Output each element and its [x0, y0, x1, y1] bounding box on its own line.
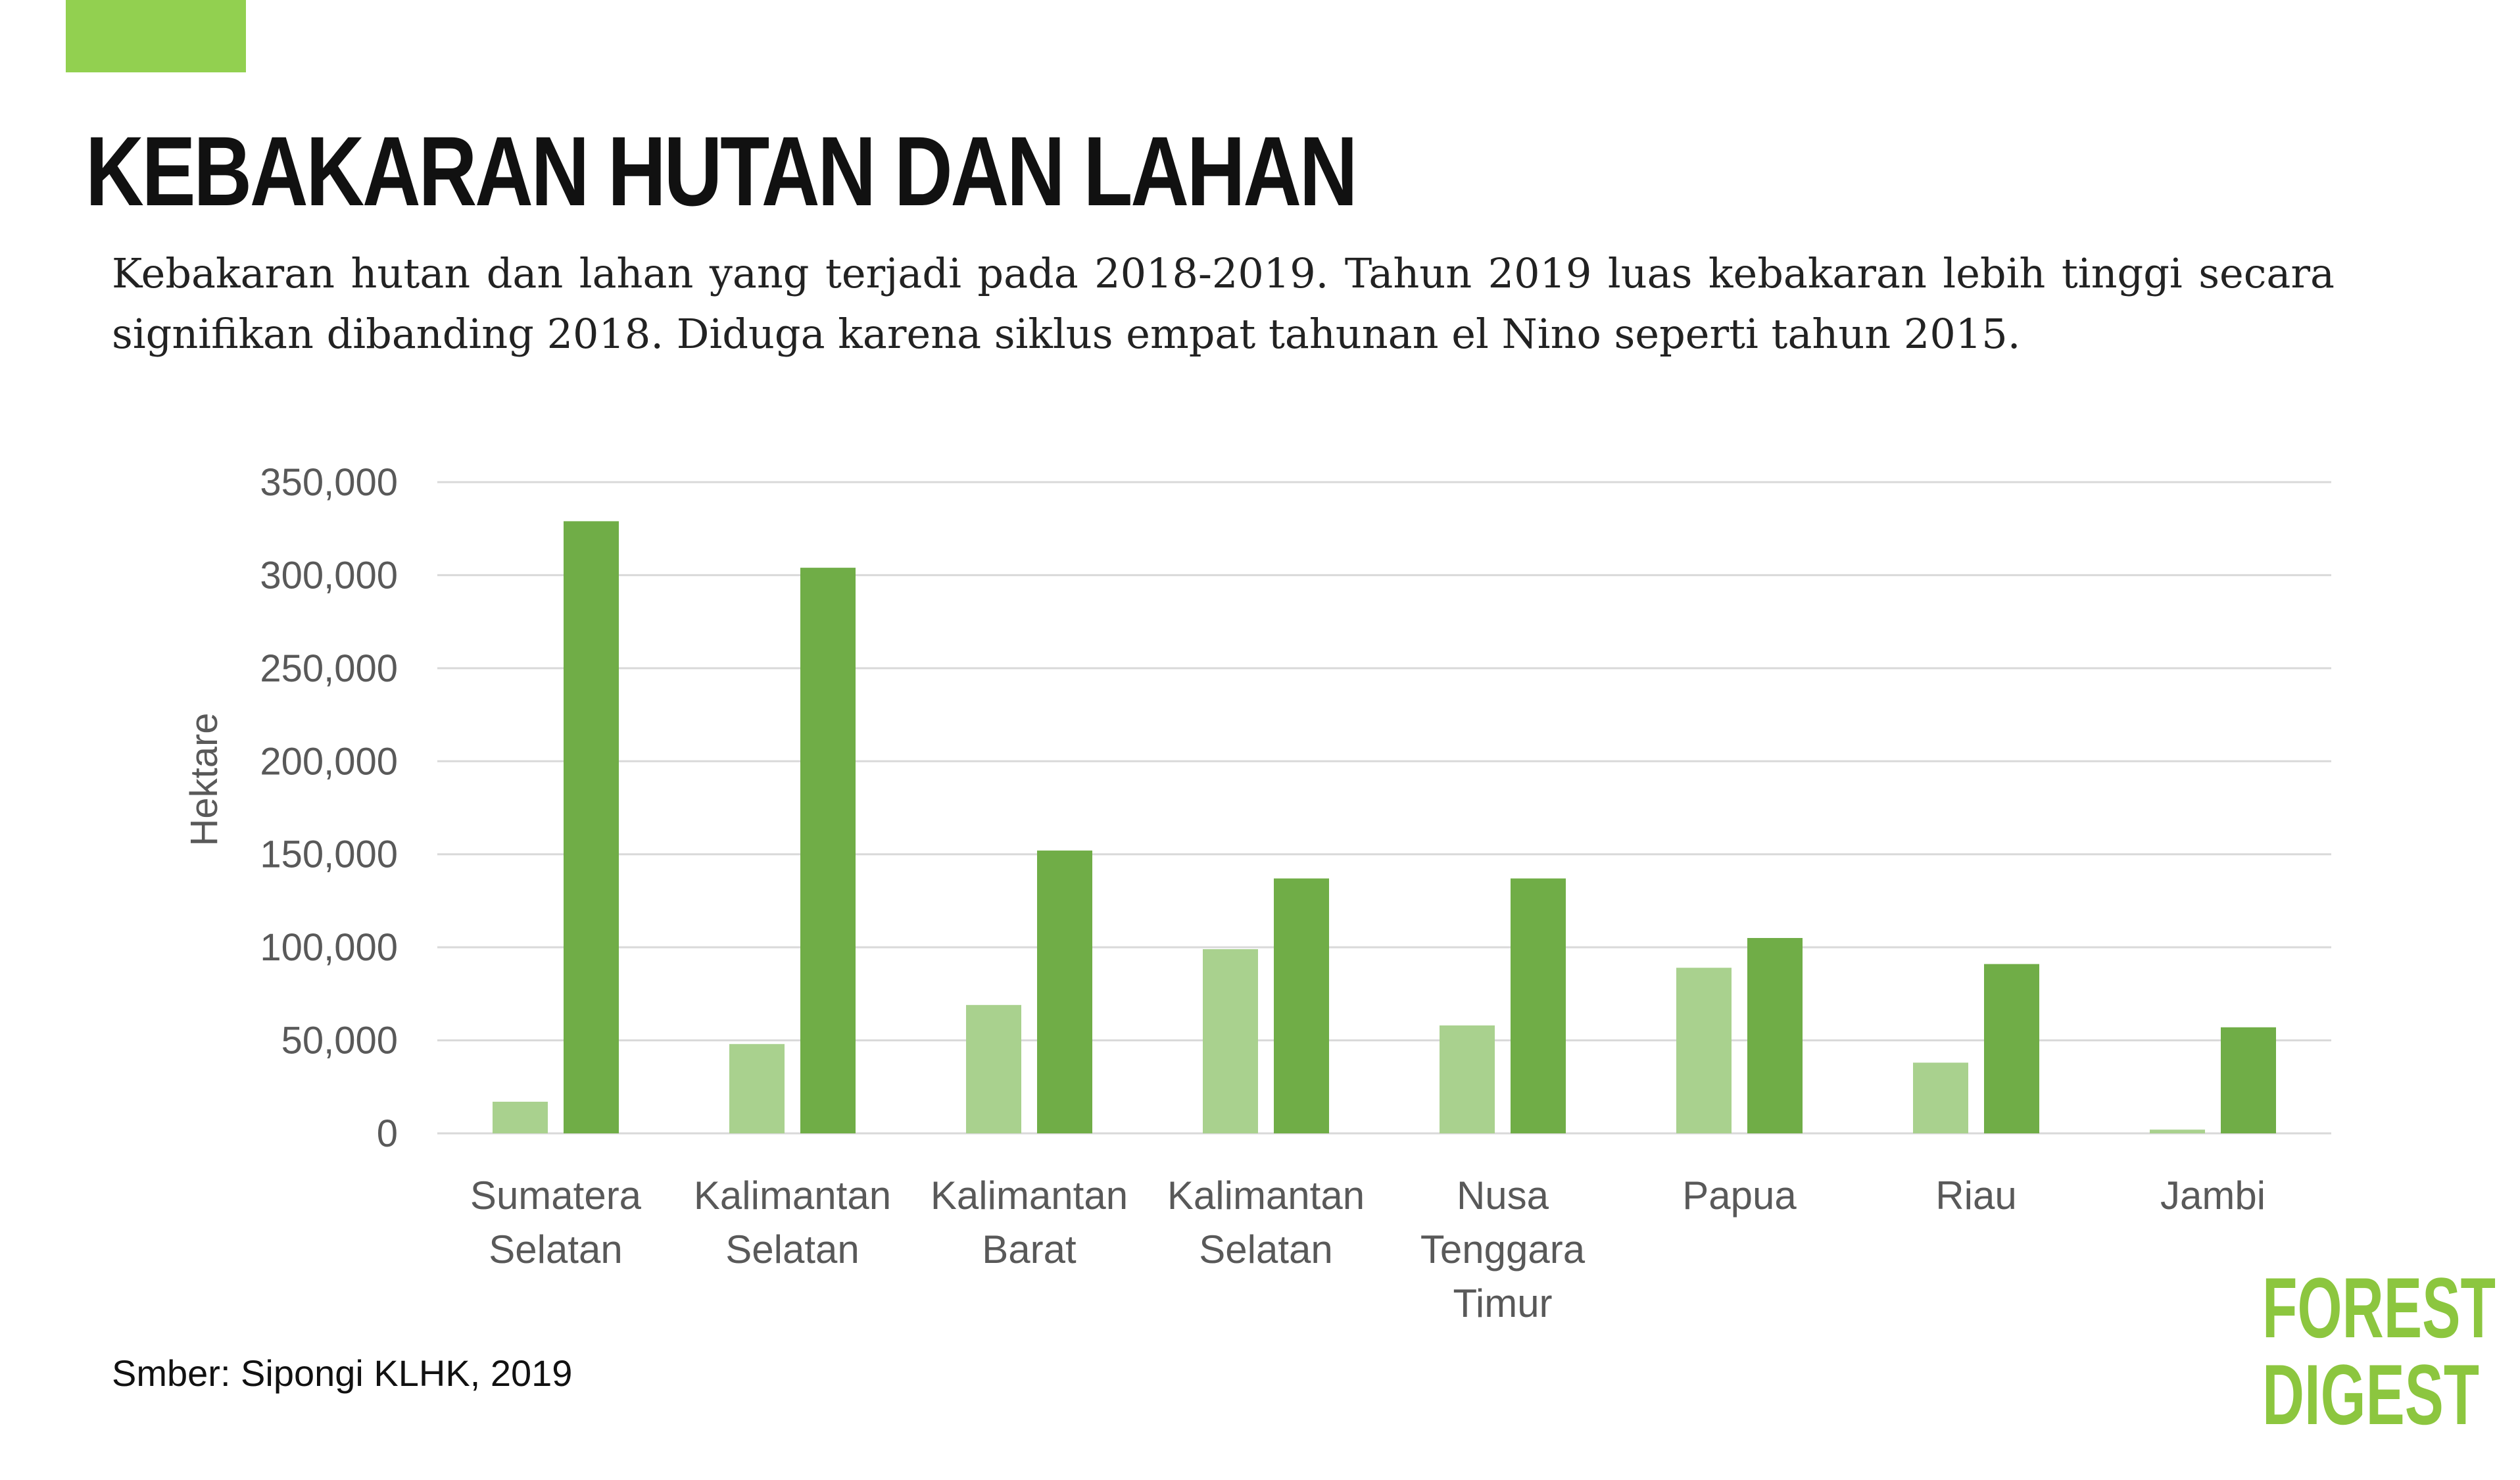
- logo-line-2: DIGEST: [2262, 1346, 2479, 1443]
- bar-series-1: [1440, 1025, 1495, 1133]
- bar-series-2: [1511, 878, 1566, 1133]
- bar-series-2: [1274, 878, 1329, 1133]
- x-tick-label: Nusa: [1457, 1173, 1549, 1218]
- x-tick-label: Jambi: [2160, 1173, 2266, 1218]
- y-tick-label: 150,000: [260, 833, 398, 876]
- y-tick-label: 0: [377, 1112, 398, 1155]
- x-tick-label: Sumatera: [470, 1173, 642, 1218]
- bar-series-1: [1203, 949, 1258, 1133]
- x-tick-label: Papua: [1682, 1173, 1797, 1218]
- accent-block: [66, 0, 246, 72]
- x-tick-label: Timur: [1453, 1281, 1552, 1325]
- bar-series-2: [800, 568, 856, 1133]
- x-tick-label: Barat: [982, 1227, 1077, 1271]
- x-tick-label: Kalimantan: [694, 1173, 891, 1218]
- y-tick-label: 250,000: [260, 647, 398, 690]
- bar-series-1: [493, 1101, 548, 1133]
- bar-series-1: [1913, 1062, 1968, 1133]
- y-tick-label: 200,000: [260, 740, 398, 783]
- y-tick-label: 50,000: [281, 1020, 398, 1062]
- x-tick-label: Selatan: [489, 1227, 623, 1271]
- bar-series-2: [1984, 964, 2039, 1133]
- y-tick-label: 300,000: [260, 554, 398, 597]
- bar-series-1: [1676, 968, 1732, 1133]
- logo-line-1: FOREST: [2262, 1260, 2496, 1356]
- forest-digest-logo: FOREST DIGEST: [2262, 1260, 2496, 1443]
- bar-series-1: [2150, 1129, 2205, 1133]
- y-tick-label: 100,000: [260, 926, 398, 969]
- x-tick-label: Selatan: [1199, 1227, 1333, 1271]
- x-tick-label: Kalimantan: [1167, 1173, 1365, 1218]
- description: Kebakaran hutan dan lahan yang terjadi p…: [112, 249, 2335, 358]
- x-tick-label: Selatan: [725, 1227, 860, 1271]
- x-tick-label: Tenggara: [1420, 1227, 1586, 1271]
- bar-series-1: [966, 1004, 1021, 1133]
- x-tick-label: Kalimantan: [931, 1173, 1128, 1218]
- bar-series-1: [729, 1044, 785, 1133]
- bar-series-2: [1747, 938, 1803, 1133]
- y-axis-title: Hektare: [183, 712, 226, 846]
- x-tick-label: Riau: [1935, 1173, 2016, 1218]
- bar-series-2: [564, 521, 619, 1133]
- bar-series-2: [1037, 851, 1092, 1133]
- bar-series-2: [2221, 1027, 2276, 1133]
- page-title: KEBAKARAN HUTAN DAN LAHAN: [85, 116, 1358, 226]
- y-tick-label: 350,000: [260, 461, 398, 504]
- source-note: Smber: Sipongi KLHK, 2019: [112, 1352, 573, 1394]
